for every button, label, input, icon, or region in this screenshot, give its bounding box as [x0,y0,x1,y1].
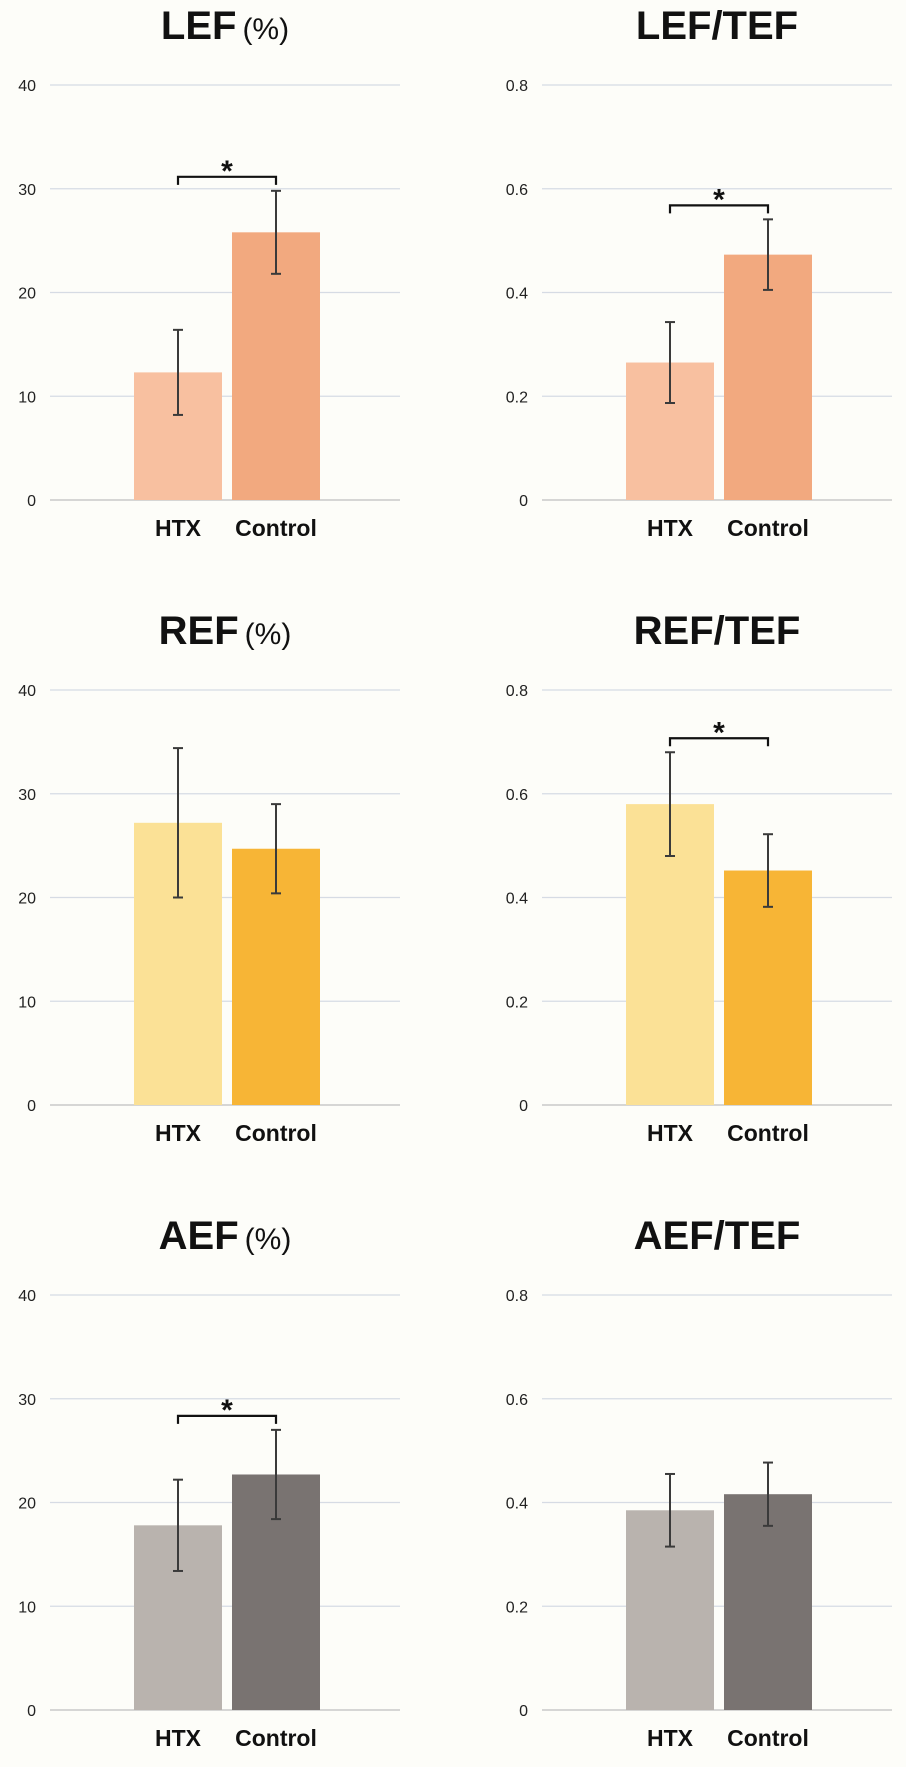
y-tick-label: 10 [18,994,36,1011]
bar-control [724,254,812,500]
panel-title: REF/TEF [492,609,906,654]
chart-panel-aef-tef: 0 0.2 0.4 0.6 0.8 HTX Control [506,1288,892,1751]
x-category-label: HTX [155,1120,202,1146]
y-tick-label: 10 [18,1599,36,1616]
panel-title-unit: (%) [244,1223,292,1256]
significance-star: * [713,716,725,749]
y-tick-label: 40 [18,683,36,700]
x-category-label: HTX [155,515,202,541]
panel-title-text: LEF/TEF [635,4,799,48]
y-tick-label: 0.2 [506,994,528,1011]
chart-panel-ref-tef: 0 0.2 0.4 0.6 0.8 HTX Control * [506,683,892,1146]
error-bar [763,218,773,291]
bar-control [724,1494,812,1710]
y-tick-label: 0.4 [506,1496,528,1513]
significance-bracket [176,1414,278,1424]
y-tick-label: 0.4 [506,286,528,303]
x-category-label: Control [235,1120,317,1146]
panel-title-text: AEF [158,1214,239,1258]
error-bar [173,747,183,899]
error-bar [763,1461,773,1527]
x-category-label: Control [235,1725,317,1751]
panel-title-text: REF/TEF [633,609,801,653]
y-tick-label: 40 [18,1288,36,1305]
chart-panel-lef-tef: 0 0.2 0.4 0.6 0.8 HTX Control * [506,78,892,541]
significance-star: * [221,1394,233,1427]
y-tick-label: 30 [18,182,36,199]
panel-title: AEF/TEF [492,1214,906,1259]
y-tick-label: 0.6 [506,787,528,804]
x-category-label: Control [727,1120,809,1146]
y-tick-label: 0.8 [506,683,528,700]
error-bar [271,189,281,275]
chart-panel-lef: 0 10 20 30 40 HTX Control * [18,78,400,541]
chart-panel-ref: 0 10 20 30 40 HTX Control [18,683,400,1146]
x-category-label: HTX [647,1120,694,1146]
significance-star: * [221,155,233,188]
panel-title-text: LEF [160,4,237,48]
y-tick-label: 0.2 [506,1599,528,1616]
y-tick-label: 0.6 [506,1392,528,1409]
x-category-label: HTX [155,1725,202,1751]
significance-bracket [668,204,770,214]
y-tick-label: 20 [18,891,36,908]
y-tick-label: 30 [18,1392,36,1409]
panel-title-text: AEF/TEF [633,1214,801,1258]
y-tick-label: 10 [18,389,36,406]
panel-title: LEF/TEF [492,4,906,49]
y-tick-label: 0.8 [506,78,528,95]
panel-title-text: REF [158,609,239,653]
panel-title-unit: (%) [242,13,290,46]
y-tick-label: 0 [519,493,528,510]
y-tick-label: 0.6 [506,182,528,199]
y-tick-label: 20 [18,1496,36,1513]
x-category-label: Control [727,1725,809,1751]
bar-control [232,232,320,500]
bar-control [724,870,812,1105]
x-category-label: Control [235,515,317,541]
chart-panel-aef: 0 10 20 30 40 HTX Control * [18,1288,400,1751]
error-bar [665,321,675,404]
error-bar [173,1478,183,1572]
y-tick-label: 0 [519,1098,528,1115]
y-tick-label: 0.2 [506,389,528,406]
panel-title-unit: (%) [244,618,292,651]
y-tick-label: 0 [27,493,36,510]
error-bar [173,328,183,416]
error-bar [271,1428,281,1521]
y-tick-label: 0 [519,1703,528,1720]
error-bar [665,1472,675,1548]
y-tick-label: 20 [18,286,36,303]
significance-star: * [713,183,725,216]
significance-bracket [668,737,770,747]
error-bar [271,803,281,895]
panel-title: REF (%) [0,609,450,654]
y-tick-label: 0 [27,1098,36,1115]
y-tick-label: 0 [27,1703,36,1720]
error-bar [665,751,675,857]
error-bar [763,833,773,908]
y-tick-label: 0.4 [506,891,528,908]
panel-title: AEF (%) [0,1214,450,1259]
y-tick-label: 0.8 [506,1288,528,1305]
y-tick-label: 40 [18,78,36,95]
y-tick-label: 30 [18,787,36,804]
x-category-label: Control [727,515,809,541]
significance-bracket [176,175,278,185]
x-category-label: HTX [647,1725,694,1751]
x-category-label: HTX [647,515,694,541]
panel-title: LEF (%) [0,4,450,49]
